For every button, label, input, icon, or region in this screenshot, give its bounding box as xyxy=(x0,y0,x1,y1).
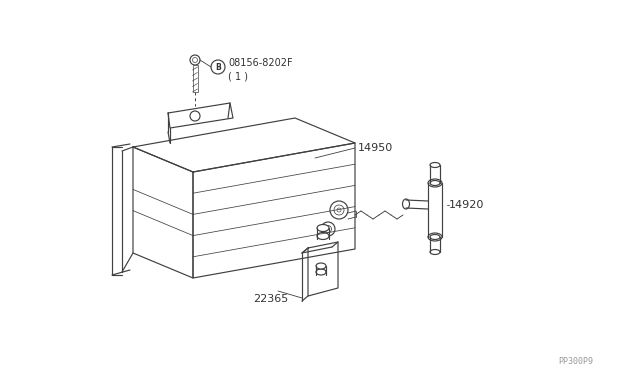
Ellipse shape xyxy=(430,234,440,240)
Text: 08156-8202F: 08156-8202F xyxy=(228,58,292,68)
Text: ( 1 ): ( 1 ) xyxy=(228,71,248,81)
Circle shape xyxy=(211,60,225,74)
Circle shape xyxy=(190,111,200,121)
Ellipse shape xyxy=(317,232,329,240)
Ellipse shape xyxy=(403,199,410,209)
Ellipse shape xyxy=(430,163,440,167)
Circle shape xyxy=(334,205,344,215)
Circle shape xyxy=(193,58,198,62)
Ellipse shape xyxy=(428,179,442,187)
Text: PP300P9: PP300P9 xyxy=(558,357,593,366)
Text: 14950: 14950 xyxy=(358,143,393,153)
Circle shape xyxy=(324,225,332,232)
Text: 14920: 14920 xyxy=(449,200,484,210)
Ellipse shape xyxy=(316,263,326,269)
FancyBboxPatch shape xyxy=(193,65,198,92)
Text: 22365: 22365 xyxy=(253,294,288,304)
Ellipse shape xyxy=(428,233,442,241)
Text: B: B xyxy=(215,62,221,71)
Circle shape xyxy=(337,208,341,212)
Circle shape xyxy=(330,201,348,219)
Circle shape xyxy=(190,55,200,65)
Ellipse shape xyxy=(430,250,440,254)
Ellipse shape xyxy=(317,224,329,231)
Ellipse shape xyxy=(430,180,440,186)
Circle shape xyxy=(321,222,335,236)
Ellipse shape xyxy=(316,269,326,275)
